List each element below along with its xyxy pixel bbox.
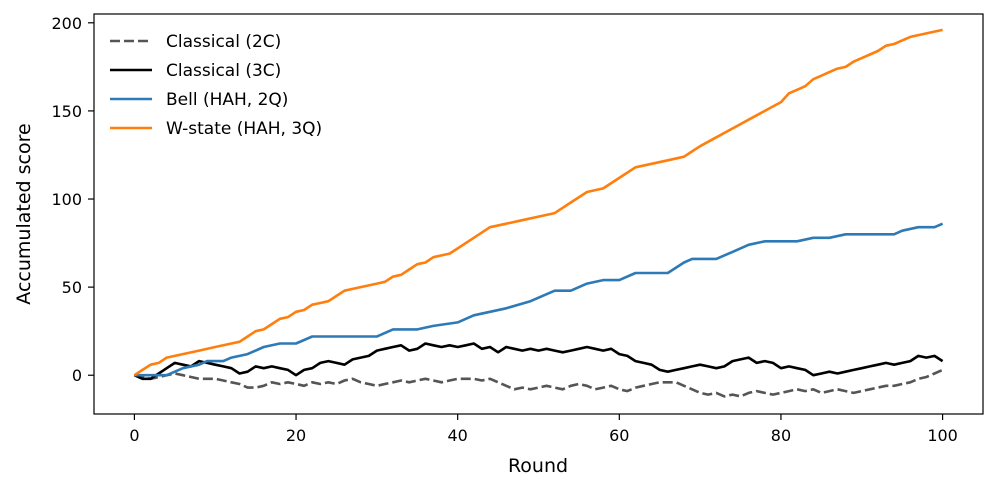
- legend-label: Classical (3C): [166, 61, 281, 81]
- y-tick-label: 100: [51, 190, 82, 209]
- plot-frame: [93, 13, 984, 415]
- legend-label: Classical (2C): [166, 32, 281, 52]
- series-line-4: [133, 28, 943, 377]
- y-tick-label: 0: [72, 366, 82, 385]
- y-axis: 0 50 100 150 200: [51, 14, 94, 385]
- y-tick-label: 150: [51, 102, 82, 121]
- legend-label: Bell (HAH, 2Q): [166, 90, 288, 110]
- y-axis-label: Accumulated score: [13, 123, 35, 304]
- y-tick-label: 200: [51, 14, 82, 33]
- x-tick-label: 20: [286, 426, 306, 445]
- x-tick-label: 0: [129, 426, 139, 445]
- series-line-2: [133, 342, 944, 381]
- x-tick-label: 40: [448, 426, 468, 445]
- legend-label: W-state (HAH, 3Q): [166, 119, 322, 139]
- x-axis-label: Round: [508, 455, 568, 477]
- series-layer: [133, 28, 944, 398]
- x-tick-label: 60: [609, 426, 629, 445]
- x-tick-label: 100: [927, 426, 958, 445]
- series-line-3: [134, 222, 944, 377]
- y-tick-label: 50: [62, 278, 82, 297]
- x-tick-label: 80: [771, 426, 791, 445]
- x-axis: 0 20 40 60 80 100: [129, 414, 958, 445]
- legend: Classical (2C) Classical (3C) Bell (HAH, 2…: [110, 32, 322, 139]
